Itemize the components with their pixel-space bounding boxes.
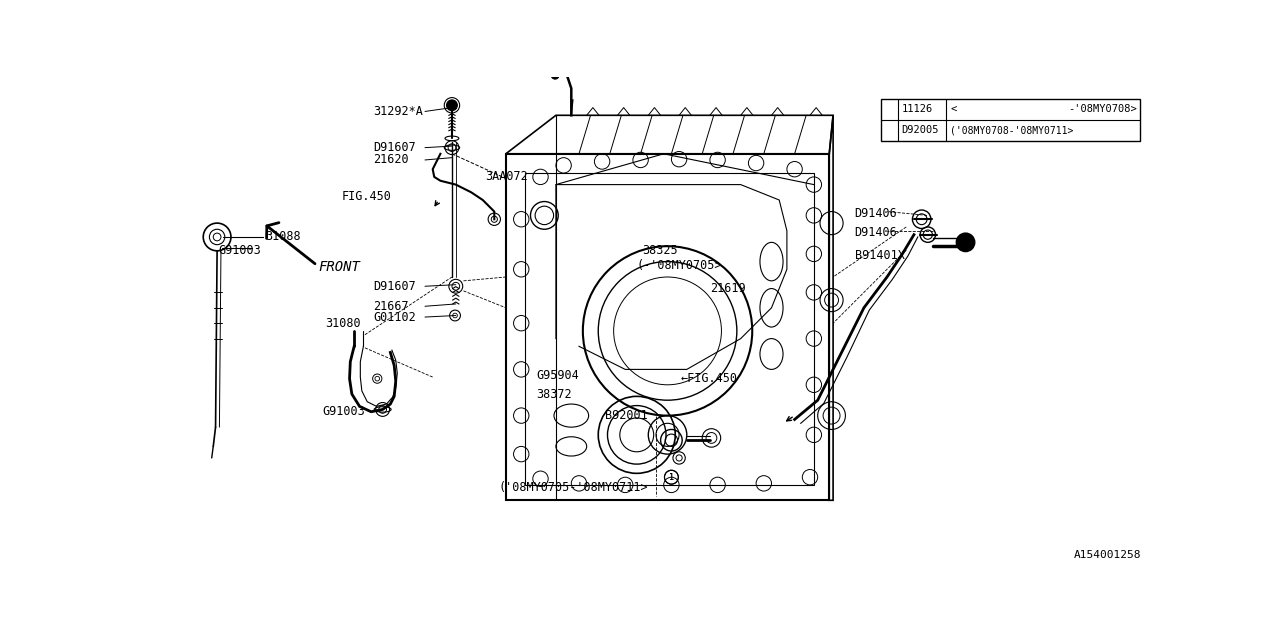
Text: FIG.450: FIG.450 xyxy=(342,189,392,203)
Text: D91406: D91406 xyxy=(855,226,897,239)
Text: B92001: B92001 xyxy=(605,409,648,422)
Text: D91607: D91607 xyxy=(374,141,416,154)
Text: 21667: 21667 xyxy=(374,300,410,313)
Circle shape xyxy=(552,72,559,79)
Text: D91406: D91406 xyxy=(855,207,897,220)
Text: G01102: G01102 xyxy=(374,310,416,324)
Text: G91003: G91003 xyxy=(219,244,261,257)
Text: 1: 1 xyxy=(669,473,673,482)
Text: 1: 1 xyxy=(669,473,673,482)
Text: 11126: 11126 xyxy=(901,104,933,115)
Text: 38372: 38372 xyxy=(536,388,572,401)
Bar xyxy=(881,99,1140,141)
Circle shape xyxy=(956,233,975,252)
Text: -'08MY0708>: -'08MY0708> xyxy=(1068,104,1137,115)
Text: FRONT: FRONT xyxy=(319,260,361,274)
Text: <: < xyxy=(950,104,956,115)
Text: ('08MY0708-'08MY0711>: ('08MY0708-'08MY0711> xyxy=(950,125,1074,136)
Text: D92005: D92005 xyxy=(901,125,940,136)
Text: ('08MY0705-'08MY0711>: ('08MY0705-'08MY0711> xyxy=(498,481,648,493)
Text: (-'08MY0705>: (-'08MY0705> xyxy=(636,259,722,272)
Text: 31088: 31088 xyxy=(266,230,301,243)
Text: 1: 1 xyxy=(887,105,892,114)
Circle shape xyxy=(447,100,457,111)
Text: ←FIG.450: ←FIG.450 xyxy=(681,372,737,385)
Text: A154001258: A154001258 xyxy=(1074,550,1140,561)
Text: 3AA072: 3AA072 xyxy=(485,170,527,184)
Text: 21620: 21620 xyxy=(374,154,410,166)
Text: B91401X: B91401X xyxy=(855,249,905,262)
Text: D91607: D91607 xyxy=(374,280,416,292)
Text: 31080: 31080 xyxy=(325,317,361,330)
Text: 21619: 21619 xyxy=(710,282,745,295)
Text: 31292*A: 31292*A xyxy=(374,105,424,118)
Text: G95904: G95904 xyxy=(536,369,580,382)
Text: 38325: 38325 xyxy=(643,244,678,257)
Text: G91003: G91003 xyxy=(323,405,365,419)
